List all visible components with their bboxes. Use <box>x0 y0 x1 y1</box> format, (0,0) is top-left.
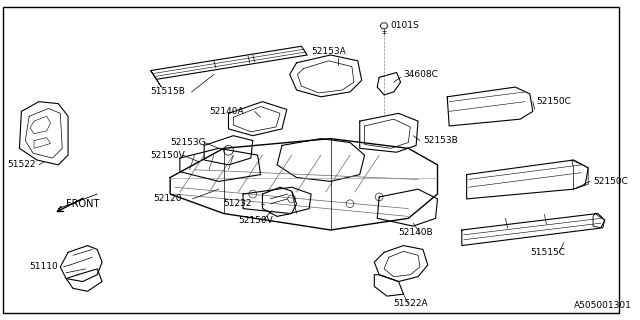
Text: 52140A: 52140A <box>209 107 244 116</box>
Text: 51522A: 51522A <box>394 300 428 308</box>
Text: 51515C: 51515C <box>530 248 565 257</box>
Text: 51110: 51110 <box>29 262 58 271</box>
Text: 52153G: 52153G <box>170 138 206 147</box>
Text: 52150V: 52150V <box>150 151 186 160</box>
Text: 51232: 51232 <box>223 199 252 208</box>
Text: 0101S: 0101S <box>391 21 420 30</box>
Text: 51522: 51522 <box>8 160 36 169</box>
Text: 52153B: 52153B <box>423 136 458 145</box>
Text: 34608C: 34608C <box>403 70 438 79</box>
Text: A505001301: A505001301 <box>573 301 632 310</box>
Text: 52140B: 52140B <box>399 228 433 237</box>
Text: 52120: 52120 <box>154 194 182 204</box>
Text: 52150C: 52150C <box>593 177 628 186</box>
Text: 51515B: 51515B <box>150 87 186 96</box>
Text: FRONT: FRONT <box>66 199 99 209</box>
Text: 52150C: 52150C <box>537 97 572 106</box>
Text: 52150V: 52150V <box>238 216 273 225</box>
Text: 52153A: 52153A <box>311 47 346 56</box>
